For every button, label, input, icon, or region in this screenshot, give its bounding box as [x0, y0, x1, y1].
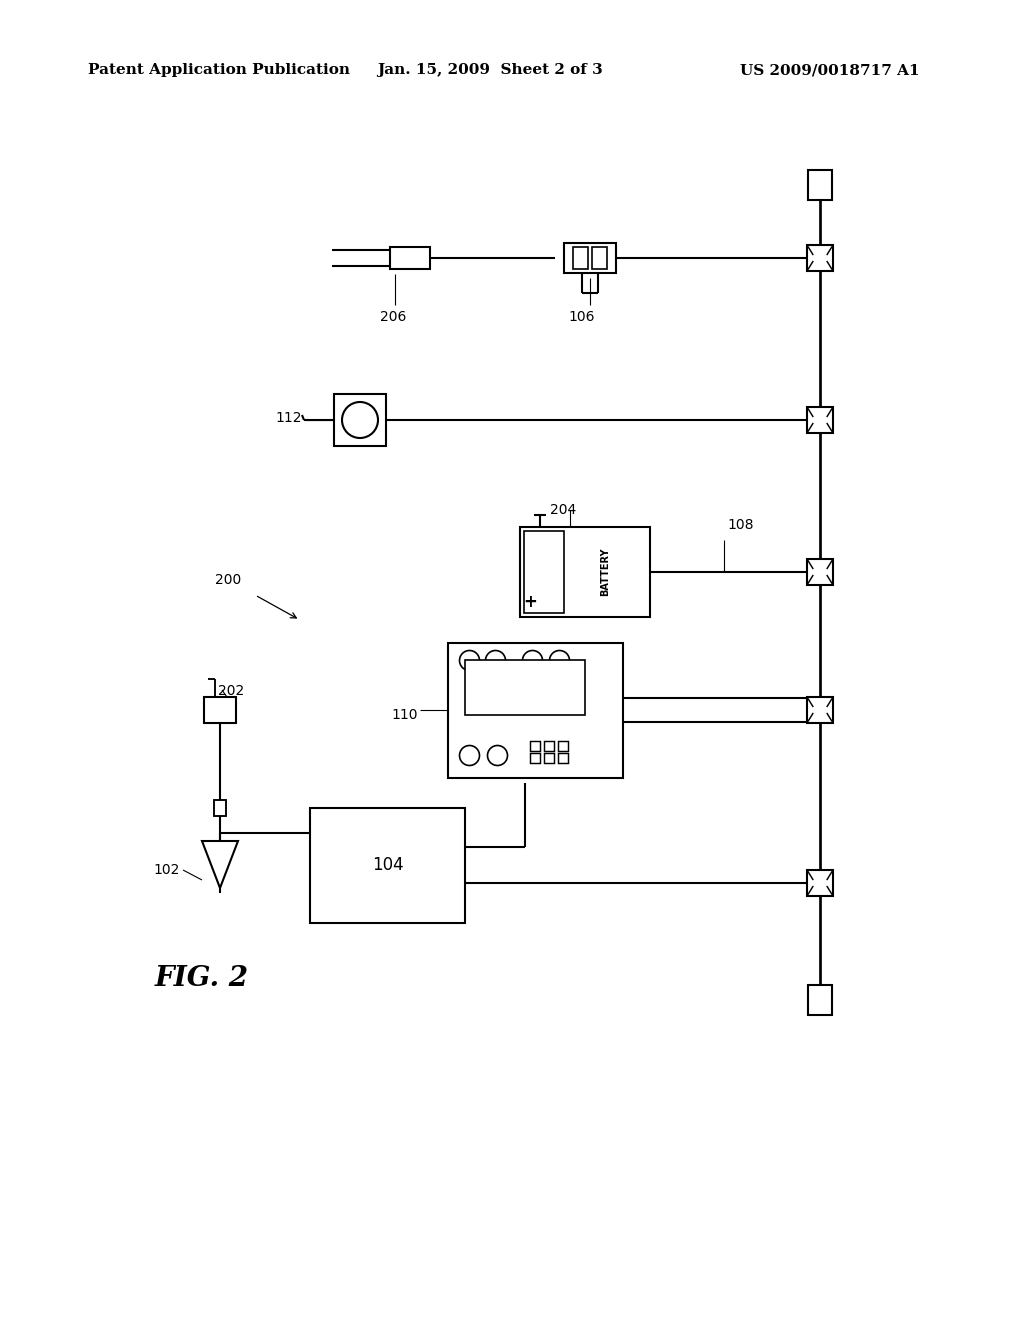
Circle shape [487, 746, 508, 766]
Text: Patent Application Publication: Patent Application Publication [88, 63, 350, 77]
Bar [558, 752, 568, 763]
Bar [334, 393, 386, 446]
Text: 112: 112 [275, 411, 302, 425]
Bar [558, 741, 568, 751]
Circle shape [460, 746, 479, 766]
Bar [807, 870, 833, 896]
Circle shape [460, 651, 479, 671]
Text: US 2009/0018717 A1: US 2009/0018717 A1 [740, 63, 920, 77]
Text: BATTERY: BATTERY [600, 548, 610, 597]
Bar [564, 243, 616, 273]
Text: 110: 110 [391, 708, 418, 722]
Polygon shape [202, 841, 238, 888]
Bar [530, 752, 540, 763]
Bar [465, 660, 585, 715]
Bar [807, 407, 833, 433]
Text: 102: 102 [154, 863, 180, 876]
Circle shape [522, 651, 543, 671]
Bar [573, 247, 588, 269]
Bar [520, 527, 650, 616]
Text: 202: 202 [218, 684, 245, 698]
Text: 206: 206 [380, 310, 407, 323]
Text: Jan. 15, 2009  Sheet 2 of 3: Jan. 15, 2009 Sheet 2 of 3 [377, 63, 603, 77]
Bar [592, 247, 607, 269]
Bar [807, 246, 833, 271]
Text: 204: 204 [550, 503, 577, 517]
Circle shape [342, 403, 378, 438]
Bar [390, 247, 430, 269]
Text: 106: 106 [568, 310, 595, 323]
Bar [524, 531, 564, 612]
Bar [530, 741, 540, 751]
Text: 104: 104 [372, 855, 403, 874]
Circle shape [485, 651, 506, 671]
Bar [808, 985, 831, 1015]
Bar [544, 752, 554, 763]
Text: 108: 108 [727, 517, 754, 532]
Bar [808, 170, 831, 201]
Text: 200: 200 [215, 573, 242, 587]
Bar [544, 741, 554, 751]
Bar [807, 697, 833, 723]
Bar [807, 558, 833, 585]
Text: FIG. 2: FIG. 2 [155, 965, 249, 991]
Bar [204, 697, 236, 723]
Bar [310, 808, 465, 923]
Bar [214, 800, 226, 816]
Circle shape [550, 651, 569, 671]
Text: +: + [523, 593, 537, 611]
Bar [447, 643, 623, 777]
